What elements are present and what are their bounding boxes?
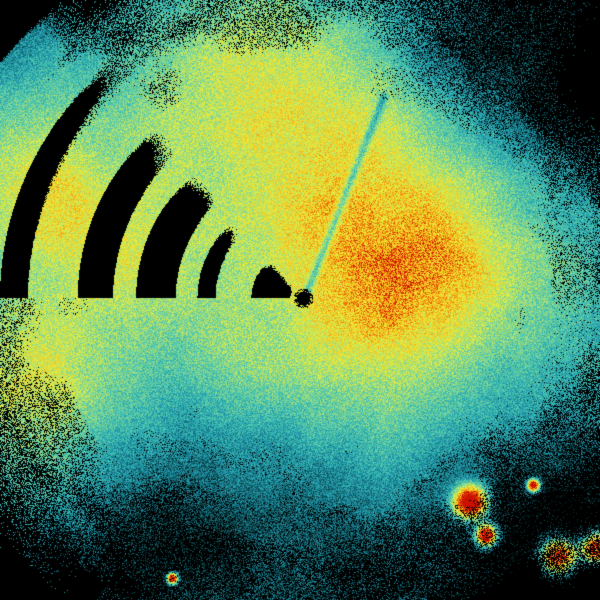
image-canvas-container (0, 0, 600, 600)
astronomical-surface-brightness-map (0, 0, 600, 600)
